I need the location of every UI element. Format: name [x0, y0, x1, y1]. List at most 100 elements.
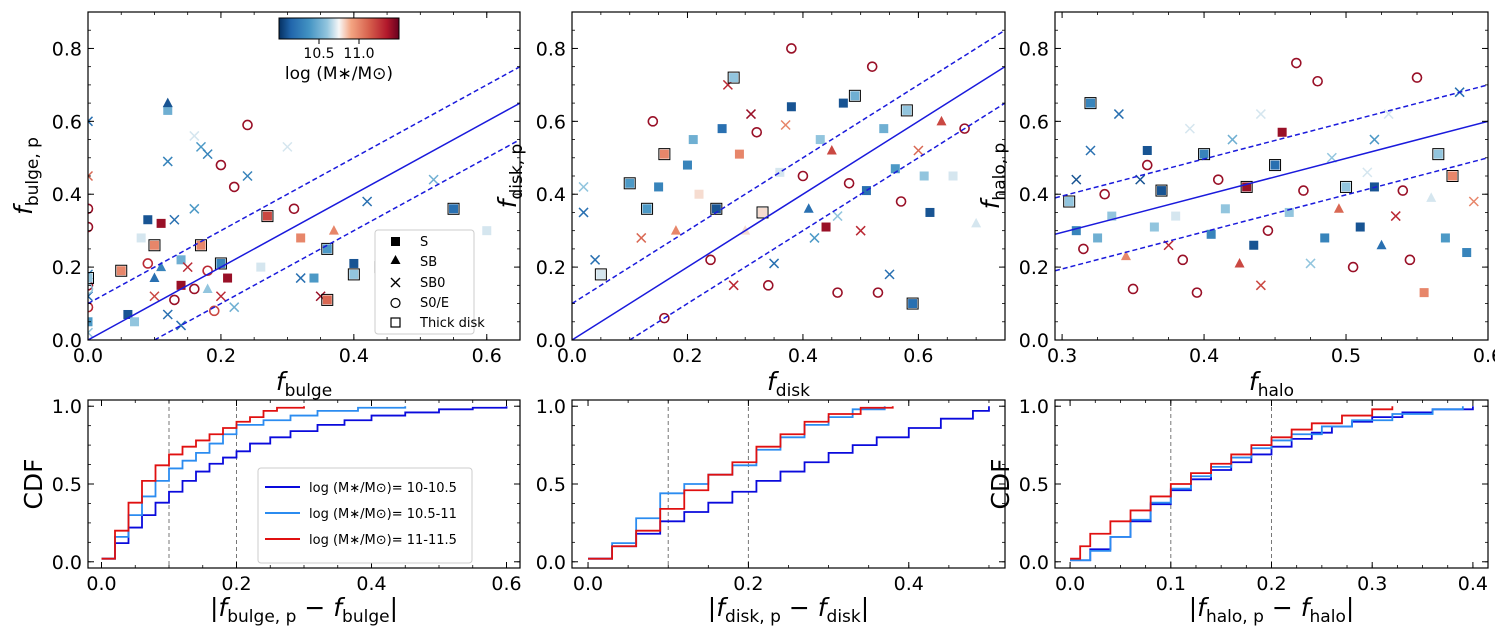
data-point-s0e [88, 280, 94, 291]
data-point-sb0 [88, 116, 94, 127]
y-tick-label: 0.0 [52, 552, 82, 574]
data-point-sb0 [1085, 145, 1096, 156]
data-point-spiral [143, 215, 153, 225]
data-point-spiral [838, 98, 848, 108]
data-point-barred-spiral [1234, 257, 1245, 268]
data-point-spiral [775, 167, 785, 177]
data-point-barred-spiral [1426, 192, 1437, 202]
data-point-s0e [189, 283, 200, 295]
x-tick-label: 0.4 [1458, 573, 1488, 595]
data-point-spiral [296, 233, 306, 243]
x-tick-label: 0.3 [1047, 345, 1077, 367]
y-tick-label: 0.8 [536, 38, 566, 60]
data-point-s0e [208, 305, 220, 317]
y-tick-label: 1.0 [52, 396, 82, 418]
legend-label-sb0: SB0 [420, 276, 445, 291]
data-point-sb0 [832, 211, 843, 222]
data-point-s0e [1078, 243, 1089, 255]
data-point-spiral [1206, 229, 1216, 239]
cdf-disk-panel: 0.0 0.2 0.4 0.0 0.5 1.0 |fdisk, p − fdisk| [536, 396, 1006, 627]
data-point-spiral [861, 186, 871, 196]
data-point-thick-disk [908, 299, 918, 309]
data-point-sb0 [1383, 109, 1394, 120]
colorbar: 10.5 11.0 log (M∗/M⊙) [278, 17, 400, 84]
data-point-thick-disk-box [1446, 170, 1459, 182]
data-point-thick-disk [596, 269, 606, 279]
data-point-spiral [821, 222, 831, 232]
plots-layer: 0.0 0.2 0.4 0.6 0.0 0.2 0.4 0.6 0.8 fbulge fbulge,… [9, 11, 1495, 627]
data-point-s0e [872, 287, 884, 298]
data-point-sb0 [428, 174, 439, 185]
x-tick-label: 0.0 [557, 345, 587, 367]
data-point-thick-disk-box [1155, 184, 1168, 197]
legend-filled-square-icon [391, 237, 400, 246]
fit-line-plus-0.1 [572, 29, 1005, 305]
data-point-sb0 [590, 254, 601, 265]
x-axis-label: fbulge [276, 367, 332, 401]
cdf-series-high [101, 406, 305, 560]
x-tick-label: 0.4 [894, 573, 924, 595]
data-point-spiral [130, 317, 140, 327]
y-tick-label: 0.8 [52, 38, 82, 60]
data-point-thick-disk [116, 266, 126, 276]
x-tick-label: 0.2 [206, 345, 236, 367]
data-point-s0e [88, 221, 94, 233]
data-point-s0e [843, 177, 855, 189]
data-point-barred-spiral [803, 203, 814, 213]
data-point-thick-disk [1448, 171, 1458, 181]
data-point-s0e [959, 123, 970, 134]
data-point-spiral [163, 105, 173, 115]
data-point-thick-disk [850, 91, 860, 101]
x-tick-label: 0.2 [1256, 573, 1286, 595]
x-tick-label: 0.0 [86, 573, 116, 595]
x-axis-label: fhalo [1249, 367, 1294, 401]
x-axis-label: |fhalo, p − fhalo| [1189, 593, 1355, 627]
data-point-barred-spiral [1376, 239, 1387, 250]
data-point-s0e [1347, 261, 1359, 273]
data-point-spiral [879, 124, 889, 134]
data-point-thick-disk-box [1240, 180, 1253, 193]
y-tick-label: 0.2 [1019, 257, 1049, 279]
data-point-s0e [1404, 254, 1416, 266]
data-point-spiral [1320, 233, 1330, 243]
fit-line-plus-0.1 [88, 66, 520, 305]
data-point-s0e [1191, 287, 1203, 298]
y-tick-label: 0.6 [1019, 111, 1049, 133]
data-point-barred-spiral [162, 97, 173, 108]
data-point-thick-disk-box [906, 297, 919, 310]
data-point-thick-disk-box [594, 268, 607, 281]
data-point-spiral [717, 124, 727, 134]
data-point-spiral [136, 233, 146, 243]
legend-x-cross-icon [390, 277, 401, 288]
data-point-sb0 [809, 232, 820, 243]
data-point-thick-disk [196, 240, 206, 250]
y-tick-label: 0.6 [52, 111, 82, 133]
data-point-spiral [682, 160, 692, 170]
data-point-sb0 [1184, 123, 1195, 134]
x-tick-label: 0.6 [903, 345, 933, 367]
data-point-sb0 [149, 291, 160, 302]
y-tick-label: 0.0 [536, 552, 566, 574]
data-point-sb0 [769, 258, 780, 269]
data-point-sb0 [1369, 134, 1380, 145]
cdf-series-high [588, 406, 894, 560]
data-point-s0e [1411, 72, 1423, 83]
x-tick-label: 0.6 [491, 573, 521, 595]
y-tick-label: 0.5 [52, 474, 82, 496]
data-point-s0e [832, 287, 843, 298]
x-axis-label: |fbulge, p − fbulge| [210, 593, 398, 627]
data-point-thick-disk [1341, 182, 1351, 192]
data-point-sb0 [1468, 196, 1479, 207]
data-point-s0e [705, 254, 716, 266]
data-point-s0e [1127, 283, 1139, 295]
data-point-s0e [1312, 75, 1323, 87]
x-axis-label: fdisk [767, 367, 810, 401]
data-point-thick-disk [711, 204, 721, 214]
y-tick-label: 0.0 [52, 330, 82, 352]
data-point-sb0 [578, 181, 589, 192]
data-point-sb0 [780, 119, 791, 131]
data-point-spiral [890, 164, 900, 174]
colorbar-label: log (M∗/M⊙) [285, 64, 393, 84]
